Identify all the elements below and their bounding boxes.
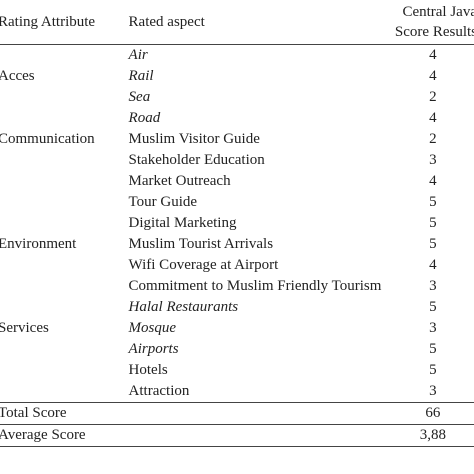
- aspect-cell: Tour Guide: [128, 194, 198, 210]
- total-row: Total Score 66: [0, 402, 474, 425]
- score-cell: 5: [429, 194, 437, 210]
- table-row: Airports 5: [0, 339, 474, 360]
- score-cell: 5: [429, 299, 437, 315]
- attribute-cell: [0, 150, 129, 171]
- aspect-cell: Wifi Coverage at Airport: [128, 257, 279, 273]
- header-cell: Rating Attribute: [0, 2, 129, 45]
- header-line: Score Results: [394, 24, 474, 40]
- aspect-cell: Sea: [128, 89, 151, 105]
- aspect-cell: Halal Restaurants: [128, 299, 239, 315]
- score-cell: 3: [429, 383, 437, 399]
- table-row: Acces Rail 4: [0, 66, 474, 87]
- aspect-cell: Road: [128, 110, 161, 126]
- attribute-cell: [0, 213, 129, 234]
- attribute-cell: [0, 87, 129, 108]
- aspect-cell: Commitment to Muslim Friendly Tourism: [128, 278, 382, 294]
- average-row: Average Score 3,88: [0, 424, 474, 447]
- table-row: Environment Muslim Tourist Arrivals 5: [0, 234, 474, 255]
- attribute-cell: [0, 108, 129, 129]
- attribute-cell: Communication: [0, 131, 95, 147]
- table-row: Sea 2: [0, 87, 474, 108]
- table-row: Digital Marketing 5: [0, 213, 474, 234]
- aspect-cell: Airports: [128, 341, 179, 357]
- attribute-cell: [0, 381, 129, 403]
- score-cell: 5: [429, 215, 437, 231]
- summary-value: 3,88: [388, 424, 474, 447]
- table-row: Hotels 5: [0, 360, 474, 381]
- attribute-cell: [0, 171, 129, 192]
- score-cell: 4: [429, 173, 437, 189]
- summary-label: Total Score: [0, 402, 389, 425]
- score-cell: 3: [429, 152, 437, 168]
- header-line: Central Java: [402, 4, 474, 20]
- table-row: Market Outreach 4: [0, 171, 474, 192]
- attribute-cell: [0, 255, 129, 276]
- table-row: Attraction 3: [0, 381, 474, 403]
- header-cell: Rated aspect: [128, 2, 389, 45]
- aspect-cell: Stakeholder Education: [128, 152, 265, 168]
- attribute-cell: [0, 360, 129, 381]
- attribute-cell: Acces: [0, 68, 35, 84]
- score-cell: 5: [429, 362, 437, 378]
- score-cell: 2: [429, 131, 437, 147]
- aspect-cell: Digital Marketing: [128, 215, 237, 231]
- table-row: Road 4: [0, 108, 474, 129]
- table-row: Air 4: [0, 45, 474, 67]
- aspect-cell: Rail: [128, 68, 154, 84]
- header-cell: Central Java Score Results: [388, 2, 474, 45]
- summary-label: Average Score: [0, 424, 389, 447]
- aspect-cell: Hotels: [128, 362, 168, 378]
- aspect-cell: Muslim Visitor Guide: [128, 131, 260, 147]
- attribute-cell: Services: [0, 320, 49, 336]
- table-body: Rating Attribute Rated aspect Central Ja…: [0, 2, 474, 447]
- score-cell: 4: [429, 257, 437, 273]
- score-cell: 4: [429, 68, 437, 84]
- table-row: Tour Guide 5: [0, 192, 474, 213]
- aspect-cell: Market Outreach: [128, 173, 231, 189]
- attribute-cell: Environment: [0, 236, 77, 252]
- table-row: Commitment to Muslim Friendly Tourism 3: [0, 276, 474, 297]
- attribute-cell: [0, 297, 129, 318]
- table-row: Halal Restaurants 5: [0, 297, 474, 318]
- score-cell: 3: [429, 278, 437, 294]
- attribute-cell: [0, 276, 129, 297]
- attribute-cell: [0, 339, 129, 360]
- score-cell: 4: [429, 110, 437, 126]
- header-row: Rating Attribute Rated aspect Central Ja…: [0, 2, 474, 45]
- summary-value: 66: [388, 402, 474, 425]
- table-row: Wifi Coverage at Airport 4: [0, 255, 474, 276]
- attribute-cell: [0, 45, 129, 67]
- table-row: Communication Muslim Visitor Guide 2: [0, 129, 474, 150]
- score-table: Rating Attribute Rated aspect Central Ja…: [0, 2, 474, 447]
- aspect-cell: Mosque: [128, 320, 177, 336]
- score-cell: 2: [429, 89, 437, 105]
- table-row: Stakeholder Education 3: [0, 150, 474, 171]
- score-cell: 5: [429, 236, 437, 252]
- aspect-cell: Muslim Tourist Arrivals: [128, 236, 274, 252]
- score-cell: 3: [429, 320, 437, 336]
- attribute-cell: [0, 192, 129, 213]
- aspect-cell: Attraction: [128, 383, 190, 399]
- table-row: Services Mosque 3: [0, 318, 474, 339]
- aspect-cell: Air: [128, 47, 148, 63]
- score-cell: 5: [429, 341, 437, 357]
- score-cell: 4: [429, 47, 437, 63]
